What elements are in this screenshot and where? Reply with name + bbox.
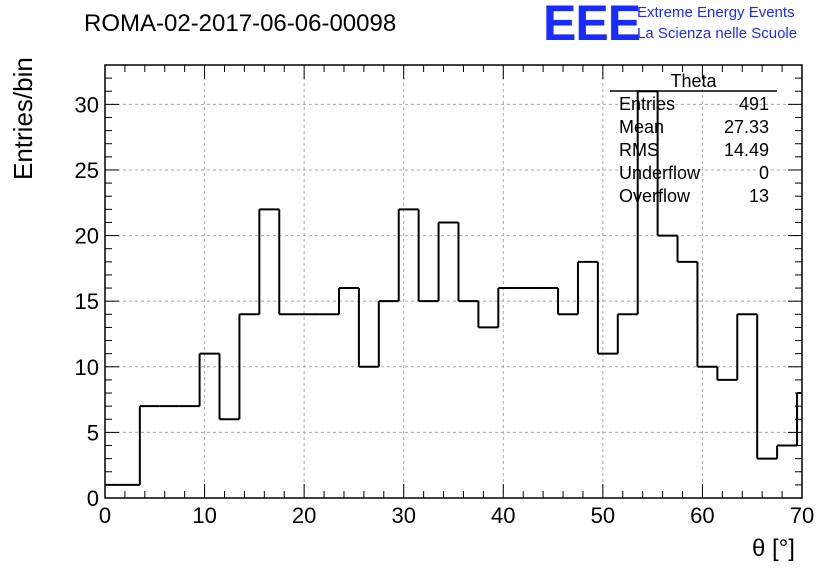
- stats-label: Entries: [619, 94, 675, 114]
- axes: 0 10 20 30 40 50 60 70 0 5 10 15 20 25 30: [75, 64, 814, 528]
- grid: [105, 65, 802, 498]
- y-tick-label: 0: [87, 486, 99, 511]
- y-tick-label: 5: [87, 420, 99, 445]
- stats-value: 13: [749, 186, 769, 206]
- x-axis-label: θ [°]: [752, 535, 795, 562]
- y-tick-label: 10: [75, 355, 99, 380]
- y-tick-label: 25: [75, 158, 99, 183]
- stats-value: 491: [739, 94, 769, 114]
- eee-logo: EEE: [543, 0, 641, 51]
- x-tick-label: 70: [790, 503, 814, 528]
- x-tick-label: 60: [690, 503, 714, 528]
- logo-caption-line2: La Scienza nelle Scuole: [637, 25, 798, 42]
- stats-label: Overflow: [619, 186, 691, 206]
- logo-caption-line1: Extreme Energy Events: [637, 4, 795, 21]
- x-tick-label: 0: [99, 503, 111, 528]
- x-tick-label: 30: [391, 503, 415, 528]
- x-tick-label: 10: [192, 503, 216, 528]
- histogram-series: [105, 90, 802, 486]
- y-tick-label: 20: [75, 224, 99, 249]
- stats-label: Mean: [619, 117, 664, 137]
- plot-frame: [104, 64, 803, 499]
- stats-box: Theta Entries 491 Mean 27.33 RMS 14.49 Underfl…: [610, 71, 777, 206]
- stats-value: 27.33: [724, 117, 769, 137]
- stats-label: Underflow: [619, 163, 701, 183]
- stats-value: 0: [759, 163, 769, 183]
- stats-title: Theta: [670, 71, 717, 91]
- stats-value: 14.49: [724, 140, 769, 160]
- y-tick-label: 15: [75, 289, 99, 314]
- stats-label: RMS: [619, 140, 659, 160]
- y-tick-label: 30: [75, 92, 99, 117]
- x-tick-label: 50: [591, 503, 615, 528]
- x-tick-label: 40: [491, 503, 515, 528]
- chart-title: ROMA-02-2017-06-06-00098: [84, 10, 397, 37]
- x-tick-label: 20: [292, 503, 316, 528]
